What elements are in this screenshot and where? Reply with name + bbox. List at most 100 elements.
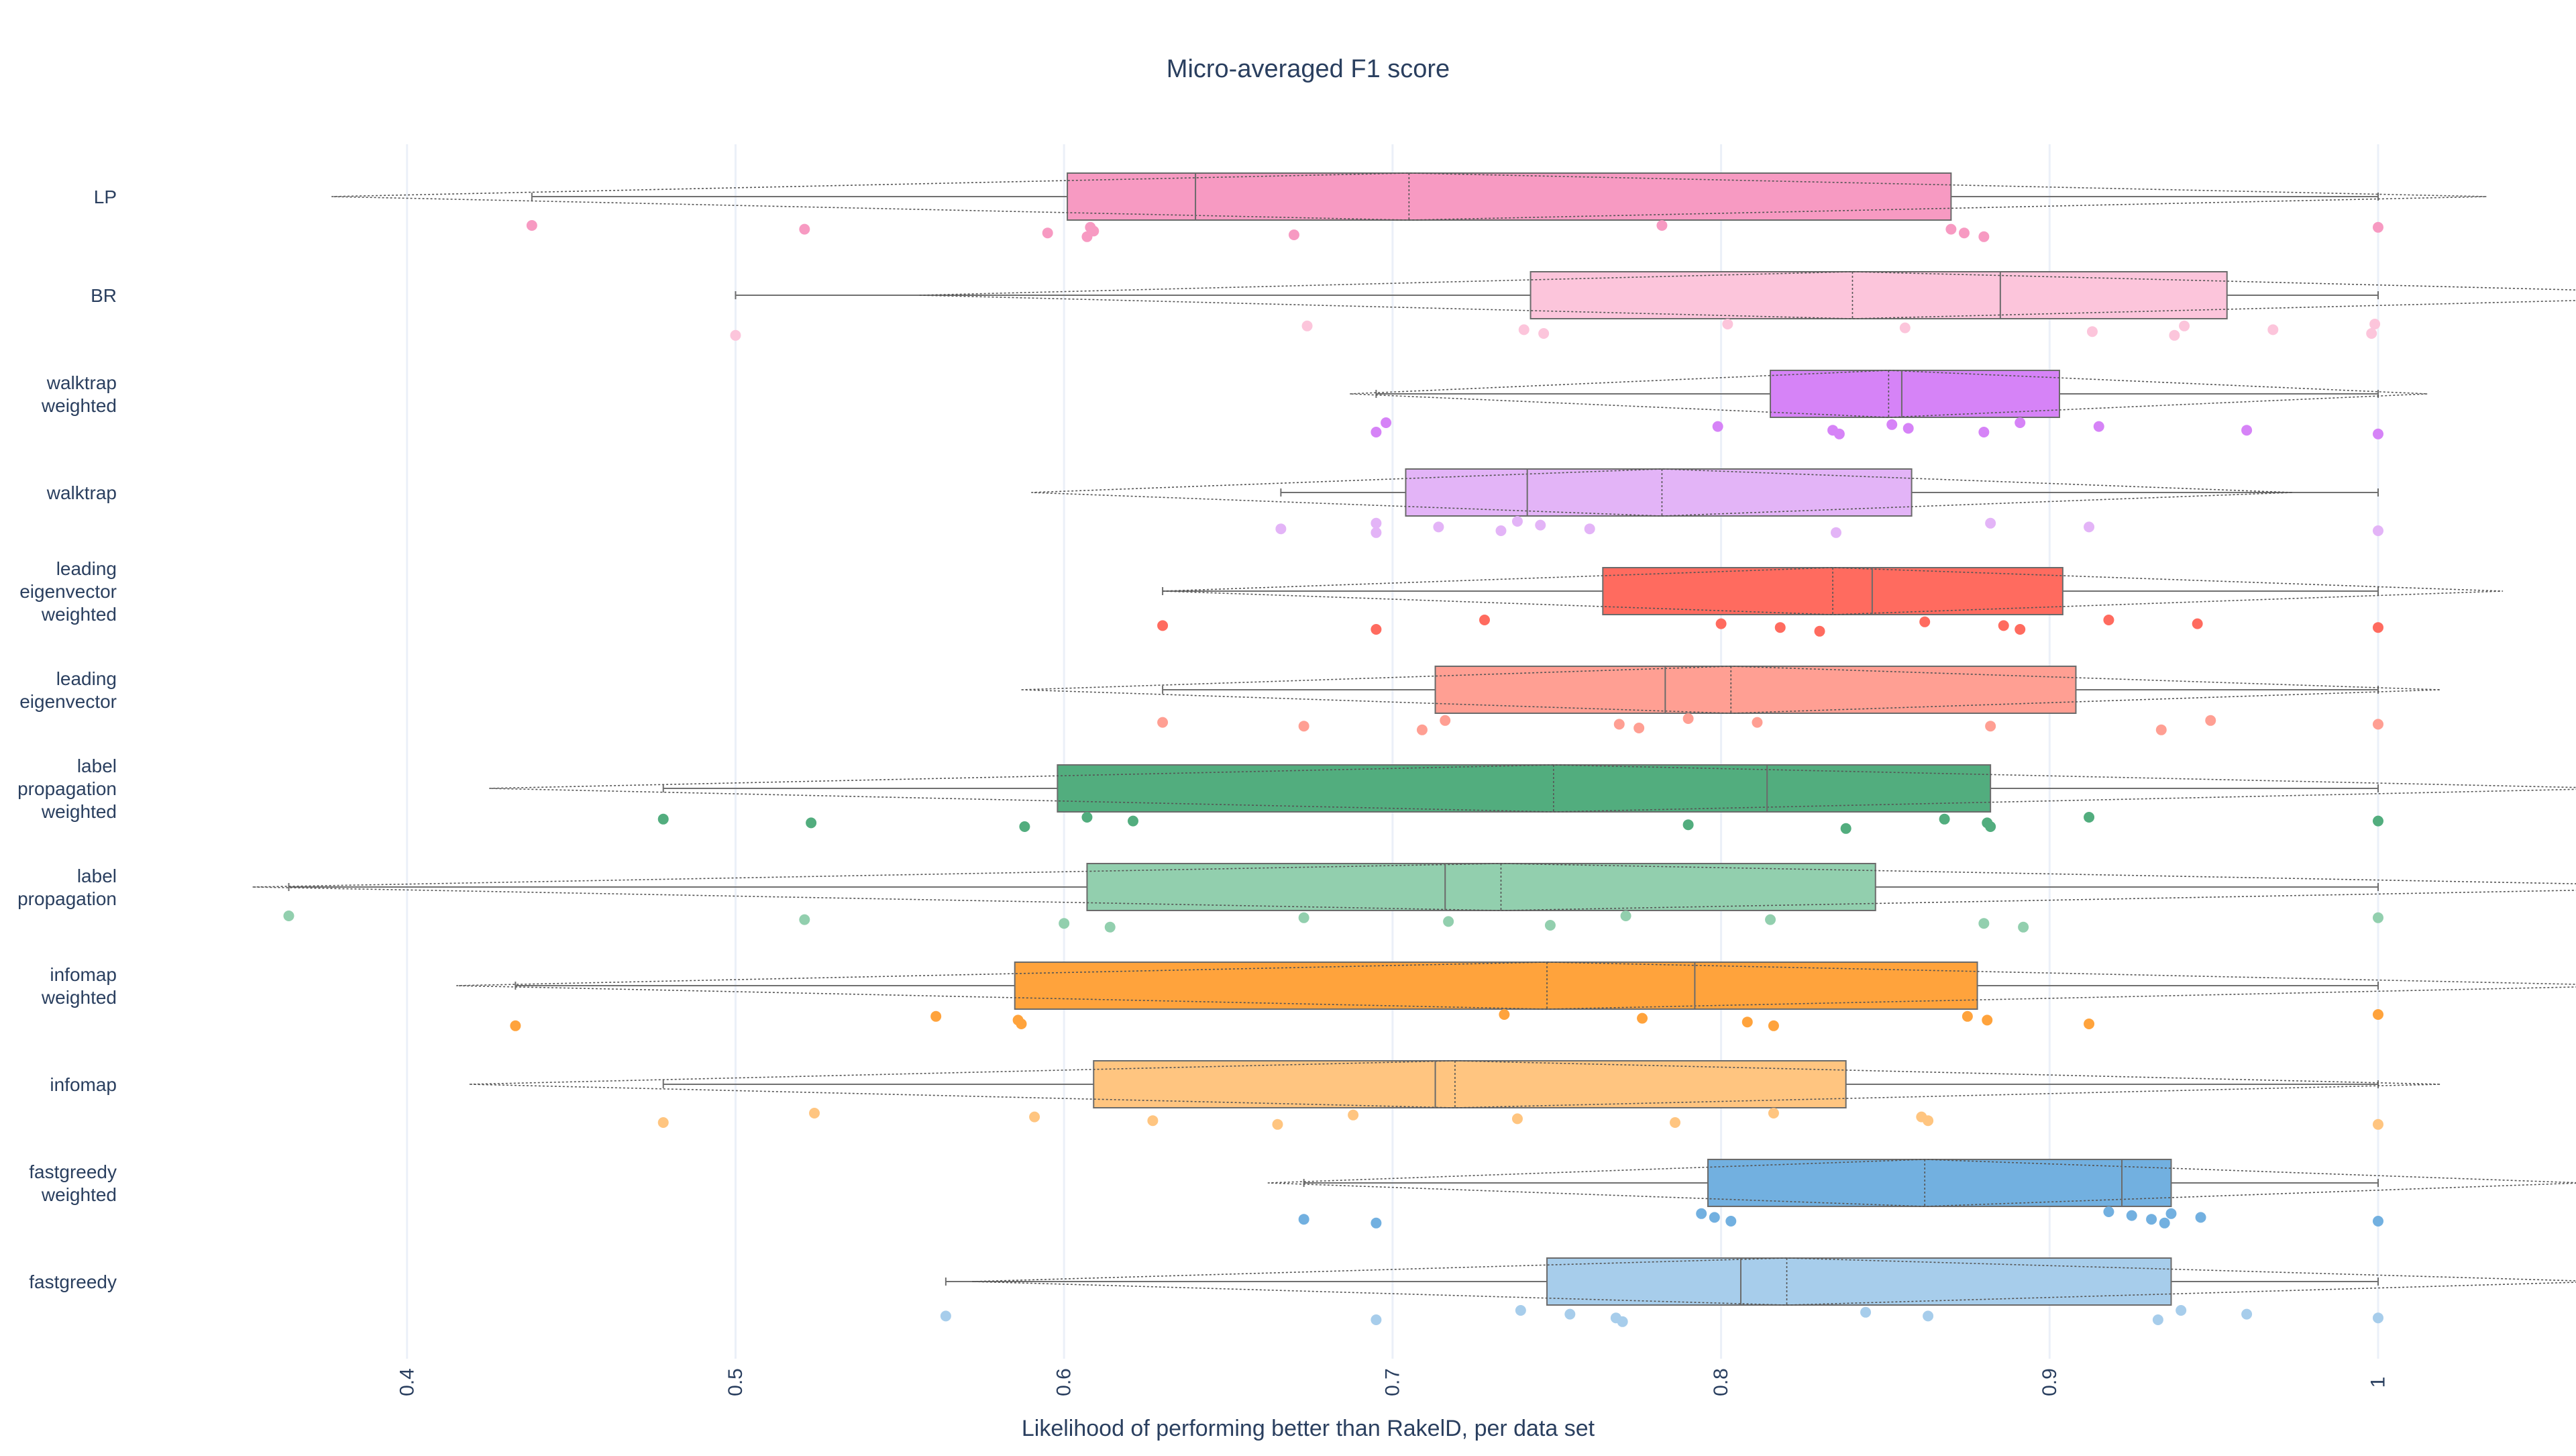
data-point (1741, 1017, 1753, 1028)
box-group (1267, 1159, 2576, 1229)
data-point (1814, 625, 1825, 637)
data-point (1535, 519, 1546, 531)
data-point (1157, 620, 1169, 631)
data-point (1902, 423, 1914, 434)
data-point (1088, 225, 1099, 237)
x-tick-label: 0.8 (1710, 1368, 1732, 1396)
data-point (1860, 1306, 1872, 1318)
box-iqr (1529, 271, 2228, 319)
data-point (2373, 912, 2383, 923)
data-point (1985, 821, 1996, 832)
data-point (1682, 713, 1694, 724)
data-point (1371, 1217, 1382, 1229)
data-point (1682, 819, 1694, 831)
data-point (1515, 1305, 1526, 1316)
data-point (2205, 715, 2216, 726)
box-iqr (1770, 370, 2060, 418)
category-label: LP (94, 187, 117, 207)
box-iqr (1707, 1159, 2172, 1207)
grid-lines (406, 144, 2379, 1359)
data-point (1371, 624, 1382, 635)
data-point (1923, 1115, 1934, 1127)
data-point (1381, 417, 1392, 428)
mean-sd-diamond (469, 1060, 2441, 1108)
data-point (1696, 1208, 1707, 1219)
data-point (1768, 1020, 1779, 1031)
x-tick-label: 0.6 (1053, 1368, 1075, 1396)
category-label: fastgreedy (29, 1271, 117, 1292)
category-label: leading eigenvector (19, 668, 117, 712)
box-iqr (1093, 1060, 1847, 1108)
data-point (1059, 918, 1070, 929)
data-point (526, 220, 537, 231)
data-point (1985, 721, 1996, 732)
data-point (1768, 1108, 1779, 1119)
data-point (2155, 724, 2167, 735)
data-point (2373, 1119, 2383, 1130)
data-point (2084, 812, 2095, 823)
data-point (2146, 1214, 2157, 1225)
data-point (1104, 921, 1116, 933)
data-point (2159, 1217, 2170, 1229)
data-point (2015, 417, 2026, 428)
data-point (1982, 1015, 1993, 1026)
data-point (1544, 920, 1556, 931)
data-point (1978, 427, 1990, 437)
category-label: BR (91, 285, 117, 306)
data-point (2126, 1210, 2137, 1221)
data-point (1298, 912, 1309, 923)
data-point (2373, 719, 2383, 730)
box-group (252, 863, 2576, 933)
data-point (1637, 1012, 1648, 1024)
data-point (1978, 918, 1990, 929)
data-point (730, 329, 741, 341)
data-point (1923, 1310, 1934, 1322)
box-iqr (1014, 961, 1978, 1010)
data-point (1348, 1109, 1359, 1121)
box-group (730, 271, 2576, 341)
data-point (806, 817, 817, 829)
box-group (469, 1060, 2441, 1130)
data-point (1518, 324, 1529, 335)
data-point (657, 1117, 669, 1128)
category-label: leading eigenvector weighted (19, 558, 117, 625)
data-point (2366, 328, 2377, 339)
data-point (1945, 223, 1957, 235)
data-point (1157, 717, 1169, 728)
box-group (456, 961, 2576, 1031)
data-point (1443, 916, 1454, 927)
box-group (1157, 567, 2504, 637)
category-label: label propagation weighted (17, 756, 117, 822)
data-point (2192, 618, 2203, 629)
category-label: infomap (50, 1074, 117, 1095)
data-point (2373, 815, 2383, 827)
category-label: fastgreedy weighted (29, 1161, 117, 1205)
data-point (1272, 1119, 1283, 1130)
data-point (2018, 921, 2029, 933)
data-point (1985, 517, 1996, 529)
mean-sd-diamond (1350, 370, 2428, 418)
data-point (2195, 1212, 2206, 1223)
data-point (1499, 1009, 1510, 1020)
box-iqr (1086, 863, 1876, 911)
data-point (2169, 329, 2180, 341)
box-group (1031, 468, 2383, 538)
data-point (1670, 1117, 1681, 1128)
data-point (1128, 815, 1139, 827)
data-point (1564, 1308, 1576, 1320)
data-point (1620, 911, 1631, 921)
data-point (1613, 719, 1625, 730)
data-point (2241, 425, 2253, 436)
mean-sd-diamond (1267, 1159, 2576, 1207)
data-point (1019, 821, 1030, 832)
category-label: label propagation (17, 866, 117, 909)
data-point (1709, 1212, 1720, 1223)
x-axis-title: Likelihood of performing better than Rak… (1022, 1416, 1595, 1441)
data-point (1511, 1113, 1523, 1125)
category-label: infomap weighted (41, 964, 117, 1008)
data-point (2267, 324, 2279, 335)
category-labels: LP BR walktrap weighted walktrap leading eigen… (17, 187, 117, 1292)
data-point (1371, 527, 1382, 538)
box-iqr (1546, 1257, 2172, 1306)
